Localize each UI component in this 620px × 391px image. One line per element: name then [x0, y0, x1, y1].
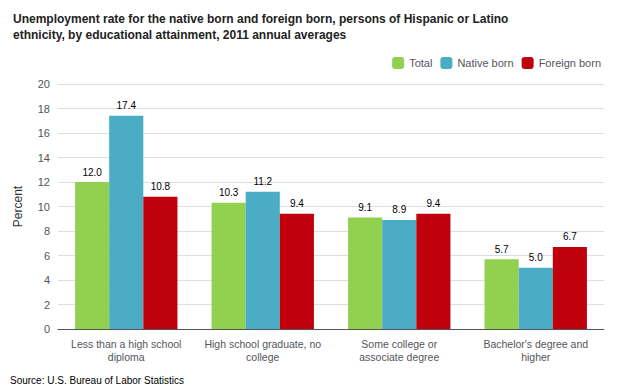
svg-text:college: college — [246, 351, 279, 363]
svg-text:Native born: Native born — [457, 57, 513, 69]
svg-text:12: 12 — [38, 176, 50, 188]
svg-text:10.8: 10.8 — [151, 181, 171, 192]
svg-text:Unemployment rate for the nati: Unemployment rate for the native born an… — [13, 12, 508, 26]
svg-text:6: 6 — [44, 250, 50, 262]
svg-text:6.7: 6.7 — [563, 231, 577, 242]
svg-text:ethnicity, by educational atta: ethnicity, by educational attainment, 20… — [13, 28, 347, 42]
svg-text:0: 0 — [44, 323, 50, 335]
svg-text:Foreign born: Foreign born — [539, 57, 601, 69]
svg-text:higher: higher — [521, 351, 551, 363]
svg-text:17.4: 17.4 — [117, 100, 137, 111]
svg-text:Source: U.S. Bureau of Labor S: Source: U.S. Bureau of Labor Statistics — [10, 375, 184, 386]
svg-text:2: 2 — [44, 299, 50, 311]
svg-text:9.4: 9.4 — [290, 198, 304, 209]
svg-text:5.7: 5.7 — [495, 244, 509, 255]
svg-text:Bachelor's degree and: Bachelor's degree and — [483, 338, 588, 350]
svg-text:11.2: 11.2 — [253, 176, 272, 187]
svg-text:High school graduate, no: High school graduate, no — [204, 338, 321, 350]
svg-text:9.1: 9.1 — [358, 202, 372, 213]
svg-text:associate degree: associate degree — [359, 351, 439, 363]
svg-text:8.9: 8.9 — [392, 204, 406, 215]
svg-text:Total: Total — [409, 57, 432, 69]
svg-text:10: 10 — [38, 201, 50, 213]
svg-text:12.0: 12.0 — [82, 167, 102, 178]
svg-text:Some college or: Some college or — [361, 338, 437, 350]
svg-text:10.3: 10.3 — [219, 187, 239, 198]
svg-text:9.4: 9.4 — [426, 198, 440, 209]
svg-text:4: 4 — [44, 274, 50, 286]
svg-text:Less than a high school: Less than a high school — [71, 338, 181, 350]
svg-text:14: 14 — [38, 152, 50, 164]
svg-text:18: 18 — [38, 103, 50, 115]
svg-text:5.0: 5.0 — [529, 252, 543, 263]
svg-text:diploma: diploma — [108, 351, 145, 363]
svg-text:Percent: Percent — [11, 185, 25, 227]
svg-text:16: 16 — [38, 127, 50, 139]
svg-text:8: 8 — [44, 225, 50, 237]
svg-text:20: 20 — [38, 78, 50, 90]
